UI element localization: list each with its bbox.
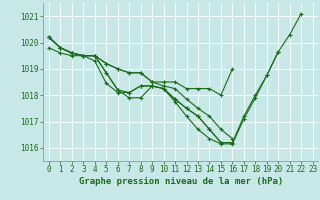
X-axis label: Graphe pression niveau de la mer (hPa): Graphe pression niveau de la mer (hPa)	[79, 177, 283, 186]
